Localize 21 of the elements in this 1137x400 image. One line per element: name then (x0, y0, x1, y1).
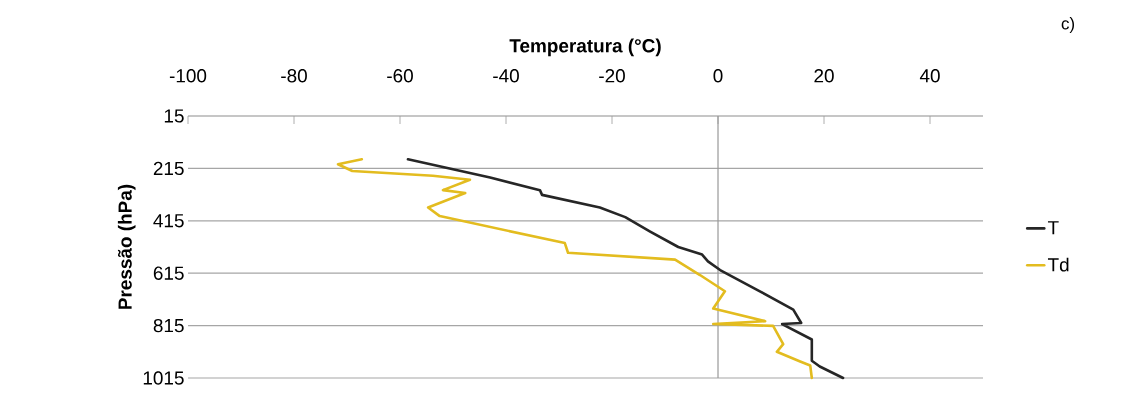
line-series (336, 157, 814, 380)
y-tick-label: 1015 (143, 371, 184, 385)
y-tick-label: 15 (164, 109, 184, 123)
x-tick-label: 40 (919, 69, 940, 83)
y-tick-label: 615 (153, 266, 184, 280)
x-tick-label: 0 (713, 69, 723, 83)
x-tick-label: -100 (169, 69, 207, 83)
x-tick-label: 20 (814, 69, 834, 83)
text: c) (1061, 17, 1075, 33)
y-axis-title: Pressão (hPa) (117, 184, 136, 309)
y-tick-label: 815 (153, 318, 184, 333)
x-tick-label: -60 (387, 69, 413, 83)
y-tick-label: 415 (153, 214, 184, 228)
x-tick-label: -80 (281, 69, 307, 83)
legend-label: T (1047, 221, 1059, 235)
x-axis-title: Temperatura (°C) (509, 38, 661, 57)
y-tick-label: 215 (153, 161, 184, 176)
legend-label: Td (1047, 257, 1069, 272)
line-series (406, 157, 845, 380)
x-tick-label: -40 (493, 69, 519, 83)
x-tick-label: -20 (599, 69, 625, 83)
